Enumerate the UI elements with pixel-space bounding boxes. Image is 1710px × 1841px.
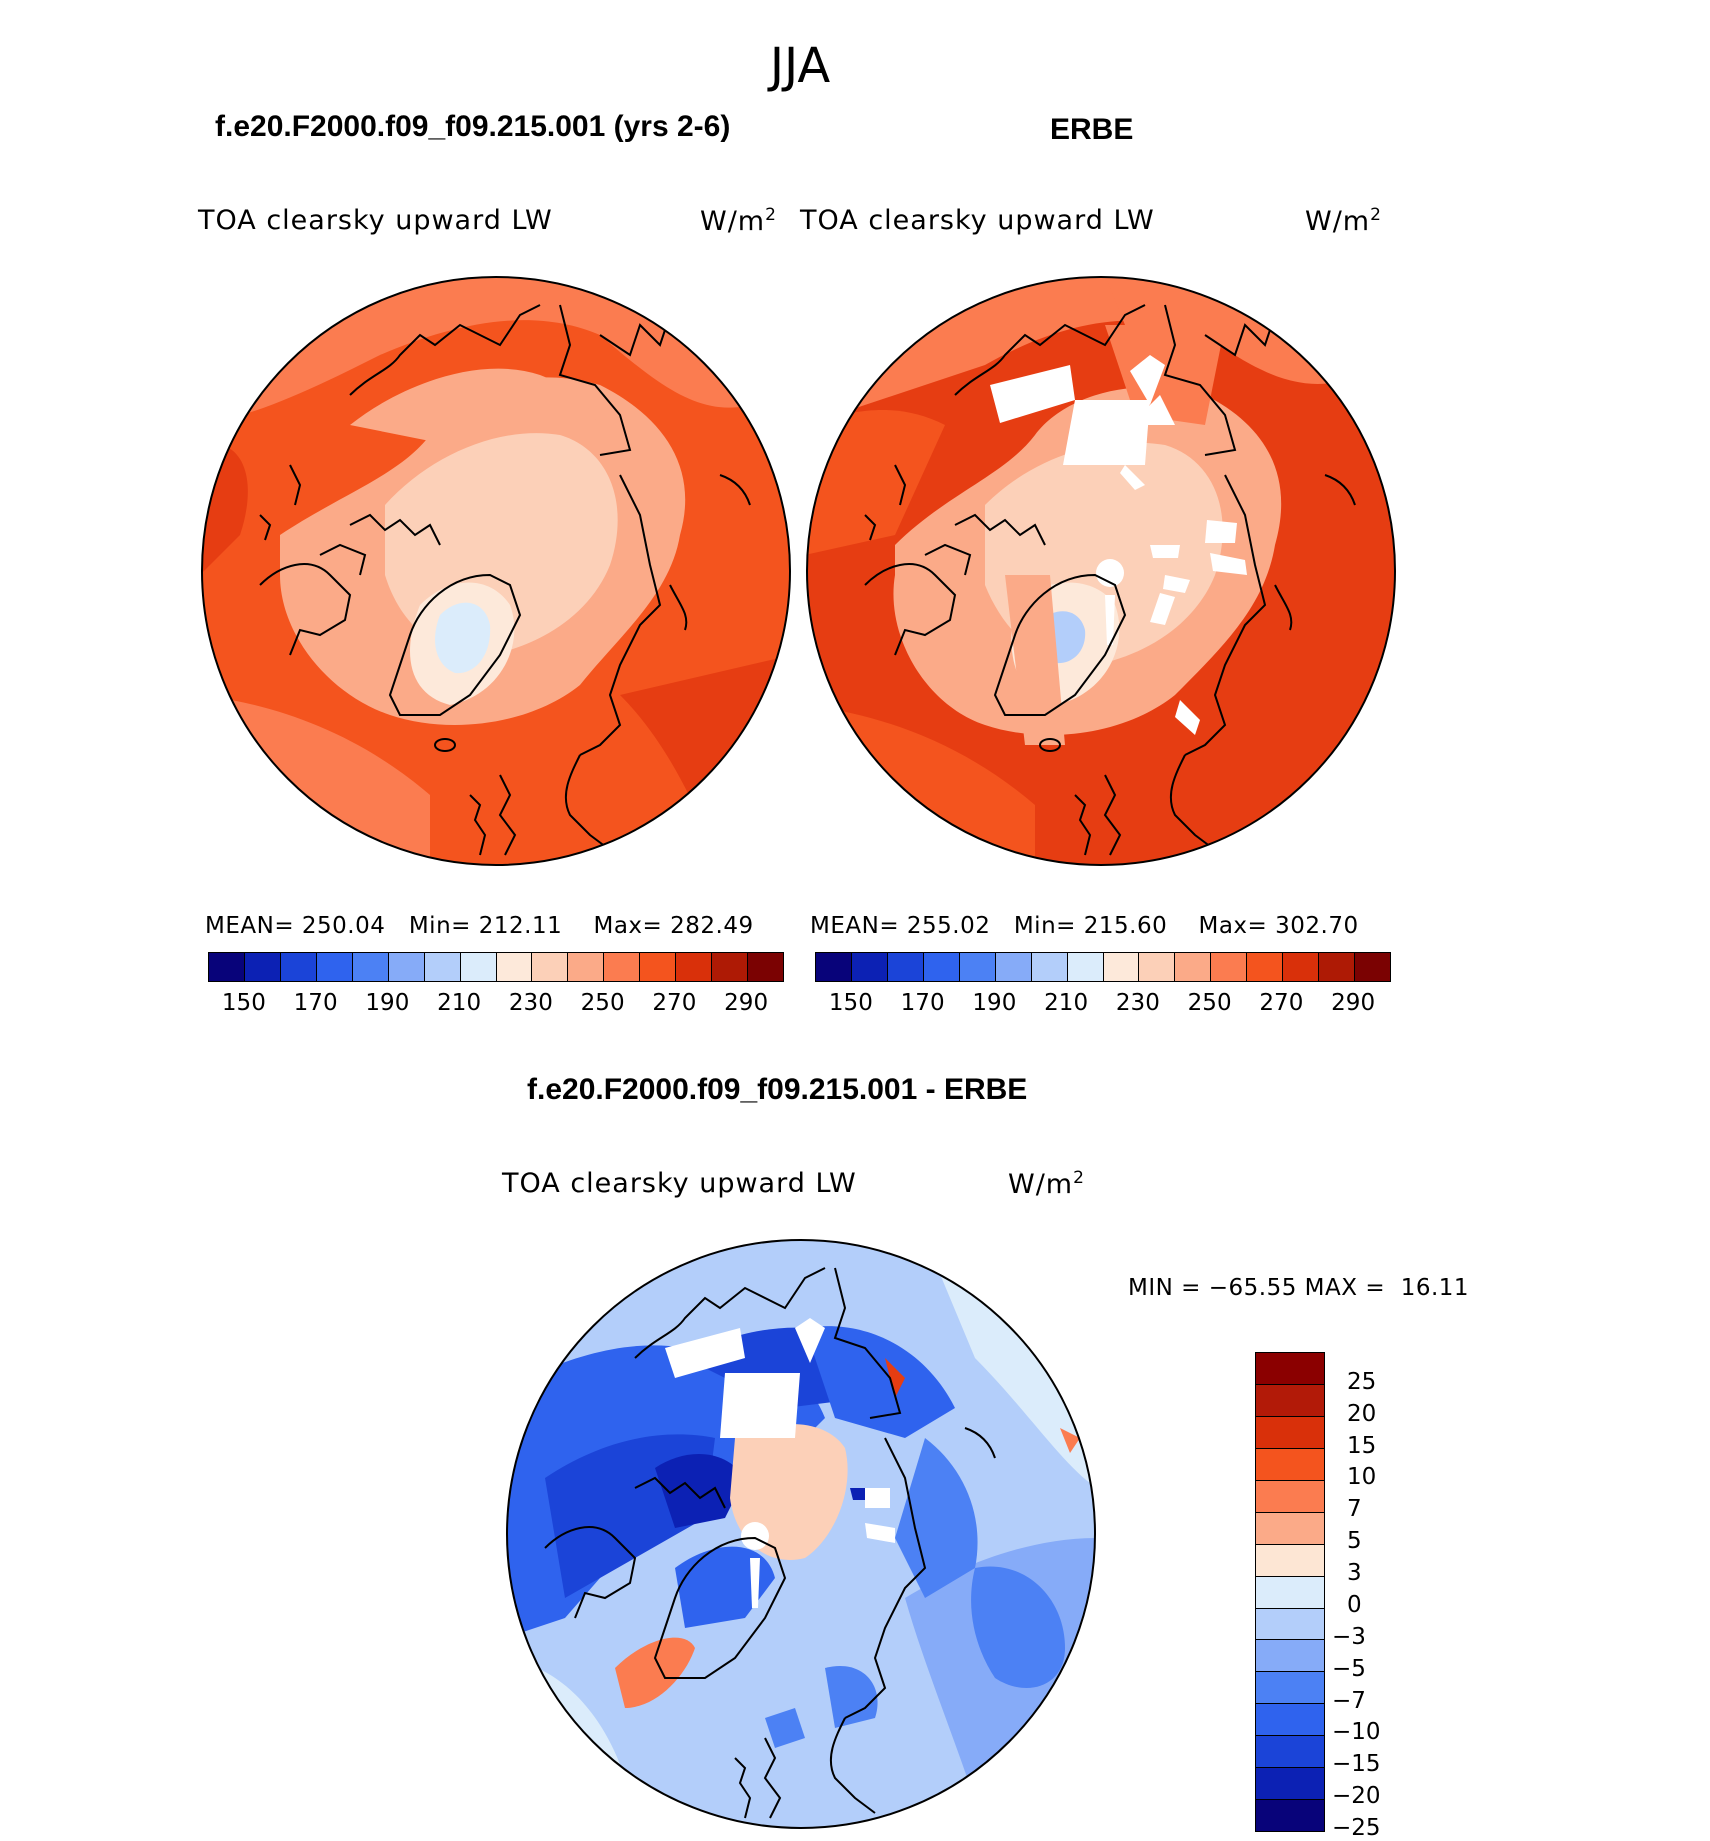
model-colorbar-swatch [712,953,749,981]
obs-colorbar-tick-label: 270 [1259,990,1304,1016]
model-colorbar-swatch [209,953,245,981]
diff-colorbar-tick-label: −5 [1332,1655,1366,1682]
diff-polar-map [506,1239,1096,1829]
diff-colorbar-tick-label: 0 [1347,1591,1362,1618]
diff-colorbar-tick-label: 25 [1347,1368,1377,1395]
obs-polar-map [806,276,1396,866]
model-colorbar-tick-label: 210 [437,990,482,1016]
diff-colorbar-swatch [1256,1640,1324,1673]
obs-colorbar-swatch [1103,953,1140,981]
diff-colorbar-swatch [1256,1672,1324,1705]
obs-colorbar-swatch [1247,953,1284,981]
model-colorbar-swatch [640,953,677,981]
obs-colorbar-tick-label: 290 [1331,990,1376,1016]
obs-colorbar-swatch [851,953,888,981]
obs-colorbar-swatch [1031,953,1068,981]
obs-colorbar-tick-label: 250 [1187,990,1232,1016]
diff-colorbar-tick-label: −3 [1332,1623,1366,1650]
obs-colorbar-tick-label: 210 [1044,990,1089,1016]
model-colorbar-tick-label: 270 [652,990,697,1016]
model-colorbar-labels: 150 170 190 210 230 250 270 290 [208,990,782,1020]
model-colorbar-swatch [388,953,425,981]
model-colorbar-tick-label: 190 [365,990,410,1016]
obs-colorbar-swatch [1139,953,1176,981]
diff-colorbar-tick-label: 15 [1347,1432,1377,1459]
diff-colorbar-tick-label: −7 [1332,1687,1366,1714]
diff-colorbar-tick-label: −20 [1332,1783,1381,1810]
obs-colorbar-tick-label: 170 [900,990,945,1016]
diff-colorbar-swatch [1256,1416,1324,1449]
model-colorbar-swatch [568,953,605,981]
diff-units-label: W/m2 [1008,1168,1085,1200]
obs-stats: MEAN= 255.02 Min= 215.60 Max= 302.70 [810,913,1359,939]
season-title: JJA [769,38,831,94]
diff-variable-label: TOA clearsky upward LW [502,1168,857,1199]
model-colorbar-tick-label: 250 [580,990,625,1016]
model-colorbar-swatch [676,953,713,981]
diff-colorbar-swatch [1256,1704,1324,1737]
diff-colorbar-tick-label: 5 [1347,1528,1362,1555]
model-colorbar-swatch [496,953,533,981]
obs-colorbar-swatch [887,953,924,981]
model-colorbar-tick-label: 170 [293,990,338,1016]
diff-colorbar-swatch [1256,1800,1324,1832]
model-stats: MEAN= 250.04 Min= 212.11 Max= 282.49 [205,913,754,939]
diff-colorbar-swatch [1256,1512,1324,1545]
obs-colorbar-tick-label: 230 [1115,990,1160,1016]
diff-colorbar-tick-label: 10 [1347,1464,1377,1491]
obs-colorbar-swatch [1067,953,1104,981]
obs-colorbar-swatch [995,953,1032,981]
model-panel-title: f.e20.F2000.f09_f09.215.001 (yrs 2-6) [215,110,731,143]
diff-colorbar-tick-label: −15 [1332,1751,1381,1778]
obs-panel-title: ERBE [1050,113,1134,146]
model-colorbar-tick-label: 290 [724,990,769,1016]
model-polar-map [201,276,791,866]
diff-colorbar-swatch [1256,1768,1324,1801]
model-colorbar-swatch [424,953,461,981]
obs-colorbar-swatch [1211,953,1248,981]
model-colorbar-tick-label: 230 [508,990,553,1016]
obs-colorbar [815,952,1391,982]
model-colorbar-tick-label: 150 [221,990,266,1016]
obs-colorbar-swatch [816,953,852,981]
obs-colorbar-tick-label: 150 [828,990,873,1016]
model-colorbar-swatch [604,953,641,981]
model-units-label: W/m2 [700,205,777,237]
obs-units-label: W/m2 [1305,205,1382,237]
diff-colorbar-swatch [1256,1544,1324,1577]
obs-colorbar-tick-label: 190 [972,990,1017,1016]
diff-colorbar-tick-label: −10 [1332,1719,1381,1746]
diff-panel-title: f.e20.F2000.f09_f09.215.001 - ERBE [527,1073,1028,1106]
obs-colorbar-labels: 150 170 190 210 230 250 270 290 [815,990,1389,1020]
model-colorbar-swatch [460,953,497,981]
model-colorbar [208,952,784,982]
obs-colorbar-swatch [1283,953,1320,981]
model-colorbar-swatch [316,953,353,981]
diff-colorbar-swatch [1256,1480,1324,1513]
obs-colorbar-swatch [1319,953,1356,981]
model-colorbar-swatch [280,953,317,981]
obs-colorbar-swatch [923,953,960,981]
model-colorbar-swatch [532,953,569,981]
diff-colorbar-tick-label: 3 [1347,1560,1362,1587]
diff-colorbar-tick-label: −25 [1332,1815,1381,1841]
diff-colorbar-tick-label: 7 [1347,1496,1362,1523]
obs-colorbar-swatch [1175,953,1212,981]
model-colorbar-swatch [748,953,783,981]
diff-colorbar-swatch [1256,1608,1324,1641]
diff-colorbar-swatch [1256,1736,1324,1769]
model-variable-label: TOA clearsky upward LW [198,205,553,236]
diff-colorbar-swatch [1256,1448,1324,1481]
obs-colorbar-swatch [959,953,996,981]
model-colorbar-swatch [244,953,281,981]
diff-colorbar-swatch [1256,1384,1324,1417]
diff-colorbar-swatch [1256,1353,1324,1385]
diff-colorbar-swatch [1256,1576,1324,1609]
model-colorbar-swatch [352,953,389,981]
diff-minmax: MIN = −65.55 MAX = 16.11 [1128,1275,1470,1301]
diff-colorbar [1255,1352,1325,1832]
obs-variable-label: TOA clearsky upward LW [800,205,1155,236]
diff-colorbar-tick-label: 20 [1347,1400,1377,1427]
obs-colorbar-swatch [1355,953,1390,981]
